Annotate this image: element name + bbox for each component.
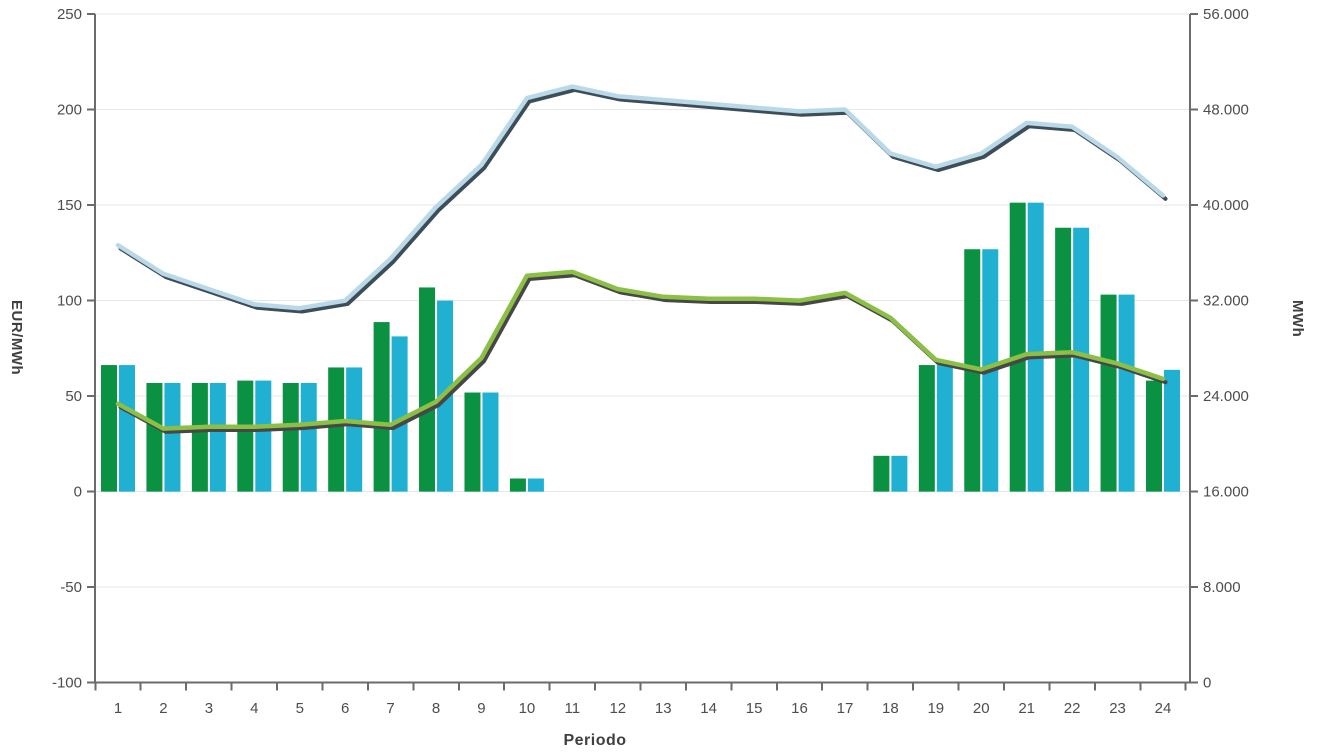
cyan-bar[interactable] xyxy=(1118,294,1135,492)
right-tick-label: 56.000 xyxy=(1203,6,1249,23)
right-axis-title: MWh xyxy=(1289,300,1306,338)
x-tick-label: 6 xyxy=(341,700,349,717)
green-bar[interactable] xyxy=(146,382,163,492)
x-tick-label: 10 xyxy=(519,700,536,717)
right-tick-label: 48.000 xyxy=(1203,102,1249,119)
x-tick-label: 16 xyxy=(791,700,808,717)
green-bar[interactable] xyxy=(328,367,345,492)
green-bar[interactable] xyxy=(237,380,254,492)
x-tick-label: 20 xyxy=(973,700,990,717)
left-axis-title: EUR/MWh xyxy=(8,300,25,376)
green-bar[interactable] xyxy=(282,382,299,492)
light-blue-price-line[interactable] xyxy=(115,84,1166,311)
left-tick-label: 250 xyxy=(57,6,82,23)
green-bar[interactable] xyxy=(419,287,436,492)
x-axis-title: Periodo xyxy=(563,732,627,749)
green-bar[interactable] xyxy=(464,392,481,492)
x-tick-label: 18 xyxy=(882,700,899,717)
left-tick-label: 200 xyxy=(57,102,82,119)
left-tick-label: -100 xyxy=(52,675,82,692)
x-tick-label: 14 xyxy=(700,700,717,717)
x-tick-label: 23 xyxy=(1109,700,1126,717)
green-bar[interactable] xyxy=(873,455,890,492)
cyan-bar[interactable] xyxy=(891,455,908,492)
cyan-bar[interactable] xyxy=(1164,369,1180,492)
x-tick-label: 8 xyxy=(432,700,440,717)
x-tick-label: 4 xyxy=(250,700,258,717)
green-bar[interactable] xyxy=(1146,380,1162,492)
right-tick-label: 16.000 xyxy=(1203,484,1249,501)
cyan-bar[interactable] xyxy=(119,365,135,492)
cyan-bar[interactable] xyxy=(482,392,499,492)
right-tick-label: 0 xyxy=(1203,675,1211,692)
x-tick-label: 21 xyxy=(1018,700,1035,717)
x-tick-label: 13 xyxy=(655,700,672,717)
green-bar[interactable] xyxy=(1009,202,1026,492)
cyan-bar[interactable] xyxy=(255,380,272,492)
left-tick-label: 150 xyxy=(57,197,82,214)
left-tick-label: 0 xyxy=(74,484,82,501)
x-tick-label: 7 xyxy=(386,700,394,717)
green-price-line-shadow xyxy=(118,273,1168,434)
cyan-bar[interactable] xyxy=(300,382,317,492)
x-tick-label: 2 xyxy=(159,700,167,717)
right-tick-label: 8.000 xyxy=(1203,579,1241,596)
x-tick-label: 11 xyxy=(565,700,581,717)
x-tick-label: 17 xyxy=(837,700,854,717)
cyan-bar[interactable] xyxy=(209,382,226,492)
green-bar[interactable] xyxy=(1055,227,1072,492)
green-bar[interactable] xyxy=(509,478,526,492)
right-tick-label: 40.000 xyxy=(1203,197,1249,214)
cyan-bar[interactable] xyxy=(346,367,363,492)
green-bar[interactable] xyxy=(191,382,208,492)
x-tick-label: 3 xyxy=(205,700,213,717)
x-tick-label: 9 xyxy=(477,700,485,717)
left-tick-label: 50 xyxy=(65,388,82,405)
left-tick-label: 100 xyxy=(57,293,82,310)
cyan-bar[interactable] xyxy=(1073,227,1090,492)
green-bar[interactable] xyxy=(1100,294,1117,492)
x-tick-label: 1 xyxy=(114,700,122,717)
x-tick-label: 19 xyxy=(927,700,944,717)
green-bar[interactable] xyxy=(918,365,935,492)
x-tick-label: 5 xyxy=(296,700,304,717)
green-price-line[interactable] xyxy=(115,269,1166,431)
cyan-bar[interactable] xyxy=(391,336,408,492)
x-tick-label: 12 xyxy=(609,700,626,717)
x-tick-label: 15 xyxy=(746,700,763,717)
green-bar[interactable] xyxy=(101,365,117,492)
light-blue-price-line-shadow xyxy=(118,87,1168,314)
green-bar[interactable] xyxy=(373,322,390,492)
left-tick-label: -50 xyxy=(60,579,82,596)
x-tick-label: 22 xyxy=(1064,700,1081,717)
x-tick-label: 24 xyxy=(1155,700,1172,717)
right-tick-label: 24.000 xyxy=(1203,388,1249,405)
cyan-bar[interactable] xyxy=(936,365,953,492)
cyan-bar[interactable] xyxy=(1027,202,1044,492)
right-tick-label: 32.000 xyxy=(1203,293,1249,310)
cyan-bar[interactable] xyxy=(164,382,181,492)
cyan-bar[interactable] xyxy=(527,478,544,492)
